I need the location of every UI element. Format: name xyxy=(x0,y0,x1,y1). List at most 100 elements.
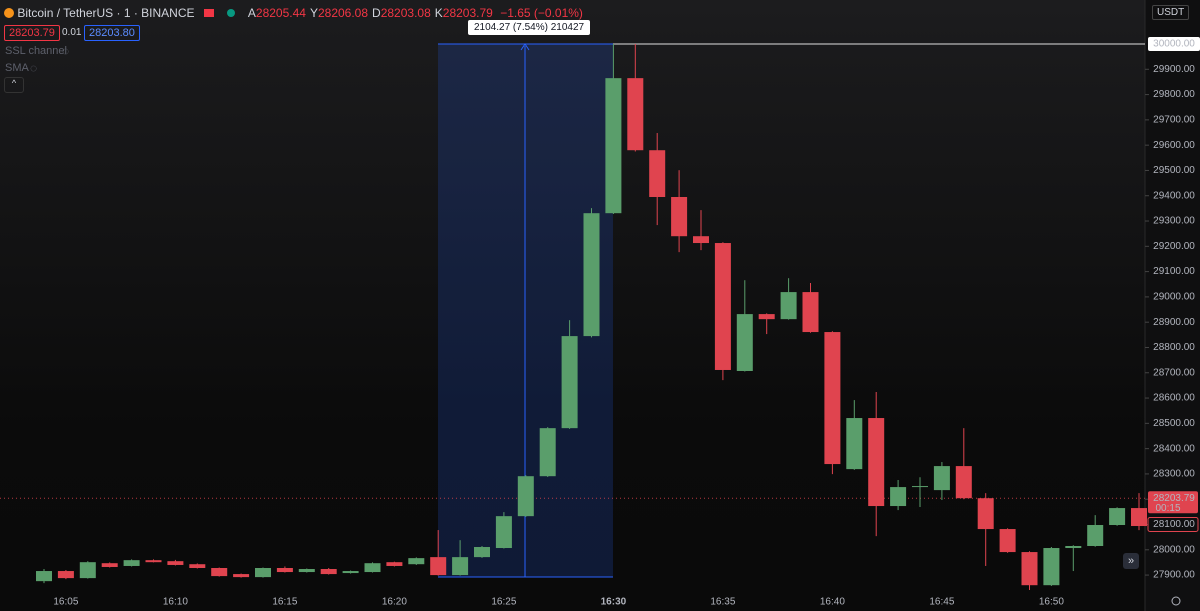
candle-body xyxy=(255,567,271,578)
ohlc-value: 28205.44 xyxy=(255,6,306,20)
candle-body xyxy=(57,571,74,579)
scroll-button[interactable]: » xyxy=(1123,553,1139,569)
x-tick-label: 16:30 xyxy=(601,597,627,608)
candle-body xyxy=(999,529,1016,553)
candle-body xyxy=(430,557,447,576)
candle-body xyxy=(736,314,753,371)
candle-body xyxy=(211,567,228,577)
ohlc-value: 28206.08 xyxy=(317,6,369,20)
ohlc-value: 28203.08 xyxy=(380,6,431,20)
candle-body xyxy=(1131,508,1147,527)
candle-body xyxy=(649,150,666,198)
candle-body xyxy=(868,418,885,507)
collapse-button[interactable]: ^ xyxy=(4,77,24,93)
y-tick-label: 28000.00 xyxy=(1153,544,1195,555)
candle-body xyxy=(342,571,359,574)
hide-icon[interactable]: ◌ xyxy=(30,61,38,75)
x-tick-label: 16:35 xyxy=(710,597,735,608)
ohlc-key: K xyxy=(434,6,443,20)
last-price-label: 28203.79 xyxy=(1153,493,1195,504)
candle-body xyxy=(846,418,863,470)
candle-body xyxy=(1109,508,1126,526)
y-tick-label: 29600.00 xyxy=(1153,140,1195,151)
candle-body xyxy=(539,428,556,477)
candle-body xyxy=(955,466,972,499)
candle-body xyxy=(386,562,403,566)
candle-body xyxy=(605,78,622,214)
y-tick-label: 28800.00 xyxy=(1153,342,1195,353)
buy-price[interactable]: 28203.80 xyxy=(84,25,140,41)
ohlc: A28205.44 Y28206.08 D28203.08 K28203.79 xyxy=(248,6,497,20)
candle-body xyxy=(276,567,293,573)
y-tick-label: 28900.00 xyxy=(1153,317,1195,328)
candle-body xyxy=(452,557,469,576)
sell-price[interactable]: 28203.79 xyxy=(4,25,60,41)
x-tick-label: 16:10 xyxy=(163,597,188,608)
candle-body xyxy=(167,561,184,565)
candle-body xyxy=(101,563,118,567)
candle-body xyxy=(145,560,162,563)
measure-label: 2104.27 (7.54%) 210427 xyxy=(468,20,591,35)
ohlc-value: 28203.79 xyxy=(442,6,493,20)
y-tick-label: 29300.00 xyxy=(1153,216,1195,227)
indicator[interactable]: SMA xyxy=(5,62,29,74)
candle-body xyxy=(408,558,425,565)
candle-body xyxy=(320,569,337,575)
candle-body xyxy=(890,487,907,507)
candle-body xyxy=(495,516,512,549)
indicator[interactable]: SSL channel xyxy=(5,45,67,57)
flag[interactable] xyxy=(203,9,214,17)
x-tick-label: 16:20 xyxy=(382,597,407,608)
candle-body xyxy=(364,563,381,573)
y-tick-label: 27900.00 xyxy=(1153,570,1195,581)
hide-icon[interactable]: ◌ xyxy=(62,44,70,58)
y-tick-label: 29200.00 xyxy=(1153,241,1195,252)
candle-body xyxy=(780,292,797,320)
x-tick-label: 16:45 xyxy=(929,597,954,608)
ohlc-key: A xyxy=(247,6,256,20)
candle-body xyxy=(561,336,578,429)
y-tick-label: 29900.00 xyxy=(1153,64,1195,75)
ohlc-key: D xyxy=(372,6,381,20)
candle-body xyxy=(36,571,52,582)
status-dot xyxy=(227,9,236,17)
y-tick-label: 29100.00 xyxy=(1153,266,1195,277)
y-tick-label: 28600.00 xyxy=(1153,393,1195,404)
candle-body xyxy=(693,236,709,244)
y-tick-label: 28400.00 xyxy=(1153,443,1195,454)
ohlc-key: Y xyxy=(309,6,318,20)
candle-body xyxy=(474,547,490,558)
settings-icon[interactable] xyxy=(1171,596,1181,606)
candle-body xyxy=(977,498,994,530)
x-tick-label: 16:25 xyxy=(491,597,516,608)
candle-body xyxy=(627,78,644,151)
candle-body xyxy=(912,486,928,488)
candle-body xyxy=(802,292,819,333)
candle-body xyxy=(1065,545,1082,549)
marker-price-label: 28100.00 xyxy=(1153,519,1195,530)
symbol-row: Bitcoin / TetherUS · 1 · BINANCE A28205.… xyxy=(4,6,583,20)
candle-body xyxy=(1087,525,1104,546)
marker-price-bg xyxy=(1147,517,1199,533)
measure-arrow-head xyxy=(520,43,530,51)
y-tick-label: 29400.00 xyxy=(1153,190,1195,201)
candle-body xyxy=(583,213,600,337)
candle-body xyxy=(1043,548,1060,586)
last-price-bg xyxy=(1148,491,1198,514)
candle-body xyxy=(671,197,688,237)
candle-body xyxy=(233,574,250,578)
change: −1.65 (−0.01%) xyxy=(500,6,583,20)
y-tick-label: 29700.00 xyxy=(1153,115,1195,126)
level-label: 30000.00 xyxy=(1153,39,1195,50)
candle-body xyxy=(123,560,140,566)
y-tick-label: 29500.00 xyxy=(1153,165,1195,176)
coin-icon xyxy=(4,8,14,18)
symbol[interactable]: Bitcoin / TetherUS · 1 · BINANCE xyxy=(17,6,195,20)
candle-body xyxy=(79,562,96,579)
currency[interactable]: USDT xyxy=(1152,5,1190,20)
candle-body xyxy=(298,569,315,573)
x-tick-label: 16:05 xyxy=(53,597,78,608)
candle-body xyxy=(933,466,950,491)
candle-body xyxy=(517,476,534,517)
